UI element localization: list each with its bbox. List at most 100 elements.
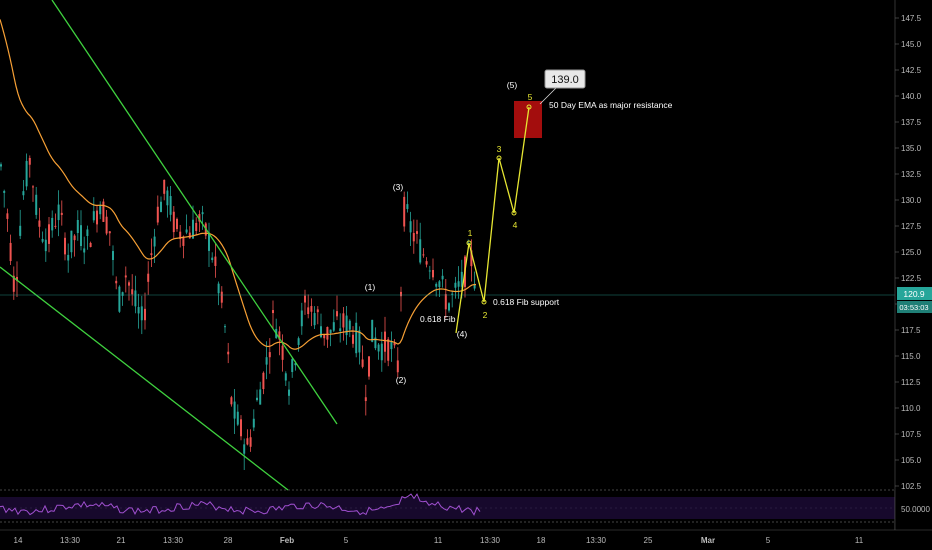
wave-label-4: (4) bbox=[457, 329, 468, 339]
candle-body bbox=[35, 194, 38, 215]
candle-body bbox=[32, 186, 34, 188]
time-tick-label: 5 bbox=[766, 536, 771, 545]
candle-body bbox=[192, 219, 194, 239]
candle-body bbox=[444, 294, 447, 310]
candle-body bbox=[198, 214, 201, 222]
candle-body bbox=[326, 326, 329, 340]
time-tick-label: 28 bbox=[224, 536, 233, 545]
current-price-badge bbox=[897, 287, 932, 300]
price-tick-label: 125.0 bbox=[901, 248, 922, 257]
countdown-badge bbox=[897, 301, 932, 313]
countdown-value: 03:53:03 bbox=[899, 303, 928, 312]
candle-body bbox=[272, 310, 274, 314]
minor-label-4: 4 bbox=[513, 220, 518, 230]
candle-body bbox=[214, 256, 217, 266]
candle-body bbox=[419, 239, 422, 263]
candle-body bbox=[345, 315, 348, 336]
candle-body bbox=[166, 190, 169, 206]
rsi-axis-panel bbox=[895, 490, 932, 530]
candle-body bbox=[169, 196, 172, 215]
time-tick-label: 13:30 bbox=[586, 536, 607, 545]
candle-body bbox=[128, 282, 130, 286]
candle-body bbox=[92, 211, 95, 221]
candle-body bbox=[409, 221, 412, 233]
candle-body bbox=[336, 311, 338, 317]
candle-body bbox=[342, 313, 345, 328]
time-tick-label: 11 bbox=[855, 536, 864, 545]
candle-body bbox=[265, 357, 268, 365]
upper-trendline bbox=[51, 0, 338, 425]
candle-body bbox=[64, 237, 66, 255]
price-axis-panel[interactable] bbox=[895, 0, 932, 530]
candle-body bbox=[185, 229, 188, 233]
candle-body bbox=[428, 270, 431, 272]
price-tick-label: 132.5 bbox=[901, 170, 922, 179]
time-tick-label: 5 bbox=[344, 536, 349, 545]
projection-node bbox=[466, 240, 472, 246]
wave-label-3: (3) bbox=[393, 182, 404, 192]
rsi-band bbox=[0, 497, 895, 519]
candle-body bbox=[432, 269, 434, 278]
candle-body bbox=[304, 295, 306, 303]
candle-body bbox=[224, 326, 226, 328]
target-box bbox=[514, 101, 542, 138]
candle-body bbox=[249, 437, 252, 447]
candle-body bbox=[400, 291, 402, 297]
candle-body bbox=[268, 352, 271, 358]
projection-node bbox=[481, 299, 487, 305]
candle-body bbox=[131, 289, 134, 295]
candle-body bbox=[403, 196, 406, 227]
target-callout: 139.0 bbox=[539, 69, 586, 105]
candle-body bbox=[176, 218, 178, 230]
candle-body bbox=[256, 397, 258, 401]
candle-body bbox=[451, 293, 454, 295]
wave-label-2: (2) bbox=[396, 375, 407, 385]
wave-label-1: (1) bbox=[365, 282, 376, 292]
candle-body bbox=[105, 216, 108, 234]
candle-body bbox=[201, 212, 204, 215]
candle-body bbox=[99, 205, 102, 215]
candle-body bbox=[134, 290, 137, 307]
price-tick-label: 105.0 bbox=[901, 456, 922, 465]
current-price-tag: 120.9 03:53:03 bbox=[897, 287, 932, 313]
candle-body bbox=[243, 444, 246, 454]
price-tick-label: 127.5 bbox=[901, 222, 922, 231]
candle-body bbox=[67, 254, 70, 261]
price-tick-label: 117.5 bbox=[901, 326, 921, 335]
candle-body bbox=[393, 342, 396, 346]
time-tick-label: 13:30 bbox=[163, 536, 184, 545]
candle-body bbox=[422, 254, 425, 256]
projection-path bbox=[455, 106, 530, 334]
candle-body bbox=[51, 217, 54, 231]
candle-body bbox=[217, 283, 220, 294]
time-tick-label: 18 bbox=[537, 536, 546, 545]
minor-label-3: 3 bbox=[497, 144, 502, 154]
candle-body bbox=[182, 236, 185, 246]
candle-body bbox=[22, 191, 25, 196]
time-tick-label: 25 bbox=[644, 536, 653, 545]
time-tick-label: 13:30 bbox=[480, 536, 501, 545]
candle-body bbox=[153, 236, 156, 247]
current-price-value: 120.9 bbox=[903, 289, 925, 299]
candle-body bbox=[76, 219, 79, 233]
candle-body bbox=[160, 201, 162, 212]
candle-body bbox=[156, 206, 159, 223]
candle-body bbox=[316, 309, 319, 313]
candle-body bbox=[44, 239, 47, 252]
candle-body bbox=[188, 232, 191, 239]
candle-body bbox=[473, 284, 476, 289]
candle-body bbox=[364, 397, 367, 402]
candle-body bbox=[230, 397, 233, 405]
candle-body bbox=[339, 328, 342, 331]
candle-body bbox=[329, 329, 332, 333]
candle-body bbox=[96, 210, 98, 225]
minor-wave-labels: 1 2 3 4 5 bbox=[468, 92, 533, 320]
candle-body bbox=[6, 213, 9, 219]
rsi-line bbox=[0, 493, 481, 516]
candle-body bbox=[448, 303, 450, 311]
time-tick-label: 21 bbox=[117, 536, 126, 545]
candle-body bbox=[320, 326, 322, 338]
price-tick-label: 130.0 bbox=[901, 196, 922, 205]
ema-line bbox=[0, 19, 477, 350]
